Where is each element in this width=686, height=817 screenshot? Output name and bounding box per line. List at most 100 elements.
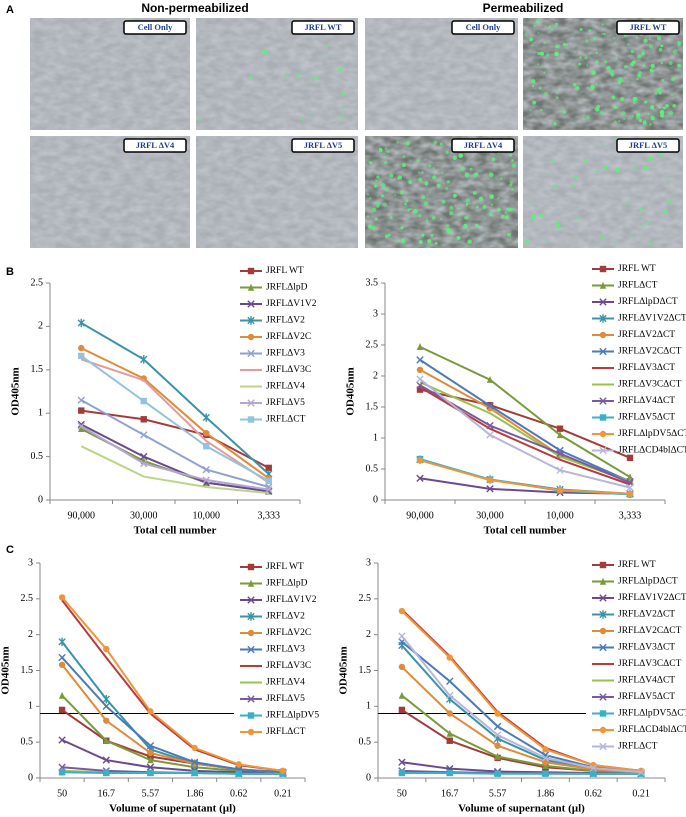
marker <box>494 742 501 749</box>
x-tick-label: 50 <box>397 788 407 799</box>
fluorescent-spot <box>573 50 576 53</box>
fluorescent-spot <box>594 106 600 112</box>
fluorescent-spot <box>400 190 405 195</box>
fluorescent-spot <box>543 41 547 45</box>
fluorescent-spot <box>576 217 581 221</box>
fluorescent-spot <box>466 159 469 162</box>
fluorescent-spot <box>428 164 432 168</box>
legend-marker <box>247 563 255 571</box>
legend-label: JRFLΔCT <box>618 281 658 291</box>
series-line <box>419 345 631 478</box>
x-tick-label: 90,000 <box>406 510 434 521</box>
image-label: JRFL ΔV5 <box>304 140 343 150</box>
legend-marker <box>599 594 607 602</box>
chart: 0 0.5 1 1.5 2 2.5 3 3.5 90,000 30,000 10,000 3,333 T… <box>345 264 686 536</box>
fluorescent-spot <box>509 183 513 187</box>
marker <box>626 483 634 492</box>
marker <box>58 736 66 744</box>
series-line <box>419 368 631 483</box>
marker <box>58 769 66 776</box>
marker <box>416 457 424 464</box>
legend-marker <box>599 610 607 619</box>
fluorescent-spot <box>658 194 661 197</box>
legend-label: JRFLΔV1V2ΔCT <box>618 593 686 603</box>
micrograph: JRFL WT <box>523 18 683 130</box>
legend-label: JRFLΔlpDV5ΔCT <box>618 429 686 439</box>
fluorescent-spot <box>464 215 469 220</box>
marker <box>398 632 406 640</box>
image-label: Cell Only <box>138 22 173 32</box>
fluorescent-spot <box>631 115 634 118</box>
fluorescent-spot <box>424 158 427 161</box>
fluorescent-spot <box>386 149 390 153</box>
legend-marker <box>599 742 607 751</box>
series-line <box>80 445 269 495</box>
fluorescent-spot <box>531 44 534 47</box>
fluorescent-spot <box>546 53 550 57</box>
image-texture <box>365 18 518 130</box>
fluorescent-spot <box>659 109 665 115</box>
fluorescent-spot <box>468 203 471 205</box>
fluorescent-spot <box>595 82 598 85</box>
image-texture <box>365 136 518 248</box>
marker <box>486 402 494 410</box>
legend-marker <box>247 579 255 587</box>
micrograph: JRFL WT <box>196 18 358 130</box>
fluorescent-spot <box>400 238 406 244</box>
fluorescent-spot <box>663 106 666 110</box>
marker <box>486 421 494 430</box>
fluorescent-spot <box>537 31 540 34</box>
fluorescent-spot <box>579 28 583 31</box>
fluorescent-spot <box>427 238 432 244</box>
fluorescent-spot <box>431 216 436 220</box>
legend-marker <box>247 316 255 325</box>
image-label-box <box>123 20 187 35</box>
series-line <box>61 694 283 774</box>
y-tick-label: 0 <box>28 772 33 783</box>
fluorescent-spot <box>631 236 634 238</box>
marker <box>626 473 634 481</box>
series-line <box>80 322 270 475</box>
fluorescent-spot <box>618 120 621 123</box>
fluorescent-spot <box>511 188 514 191</box>
y-tick-label: 3.5 <box>366 277 379 288</box>
legend-marker <box>247 695 255 703</box>
fluorescent-spot <box>599 111 604 115</box>
fluorescent-spot <box>436 183 441 188</box>
fluorescent-spot <box>263 49 269 55</box>
fluorescent-spot <box>636 77 639 81</box>
fluorescent-spot <box>458 207 461 210</box>
fluorescent-spot <box>412 209 418 214</box>
fluorescent-spot <box>507 232 512 237</box>
fluorescent-spot <box>445 150 449 155</box>
fluorescent-spot <box>341 105 344 108</box>
fluorescent-spot <box>648 38 651 41</box>
legend-label: JRFLΔV2CΔCT <box>618 626 682 636</box>
fluorescent-spot <box>641 51 645 56</box>
fluorescent-spot <box>441 171 444 174</box>
fluorescent-spot <box>604 60 608 64</box>
y-tick-label: 0.5 <box>31 451 44 462</box>
fluorescent-spot <box>656 36 662 41</box>
legend-marker <box>247 629 255 637</box>
legend-label: JRFLΔlpD <box>266 579 308 589</box>
fluorescent-spot <box>533 24 536 27</box>
legend-marker <box>599 643 607 652</box>
fluorescent-spot <box>530 214 536 220</box>
image-texture <box>523 136 683 248</box>
marker <box>542 746 549 753</box>
legend-marker <box>599 693 607 701</box>
legend-label: JRFLΔV4 <box>266 678 305 688</box>
fluorescent-spot <box>488 172 494 178</box>
fluorescent-spot <box>456 235 461 241</box>
legend-marker <box>599 347 607 356</box>
fluorescent-spot <box>615 56 618 60</box>
fluorescent-spot <box>592 36 597 41</box>
image-label-box <box>616 20 680 35</box>
marker <box>416 375 424 383</box>
legend-label: JRFLΔV2ΔCT <box>618 610 675 620</box>
fluorescent-spot <box>595 60 599 64</box>
marker <box>77 318 85 328</box>
fluorescent-spot <box>538 86 542 90</box>
chart: 0 0.5 1 1.5 2 2.5 90,000 30,000 10,000 3,333 Total… <box>10 266 317 536</box>
